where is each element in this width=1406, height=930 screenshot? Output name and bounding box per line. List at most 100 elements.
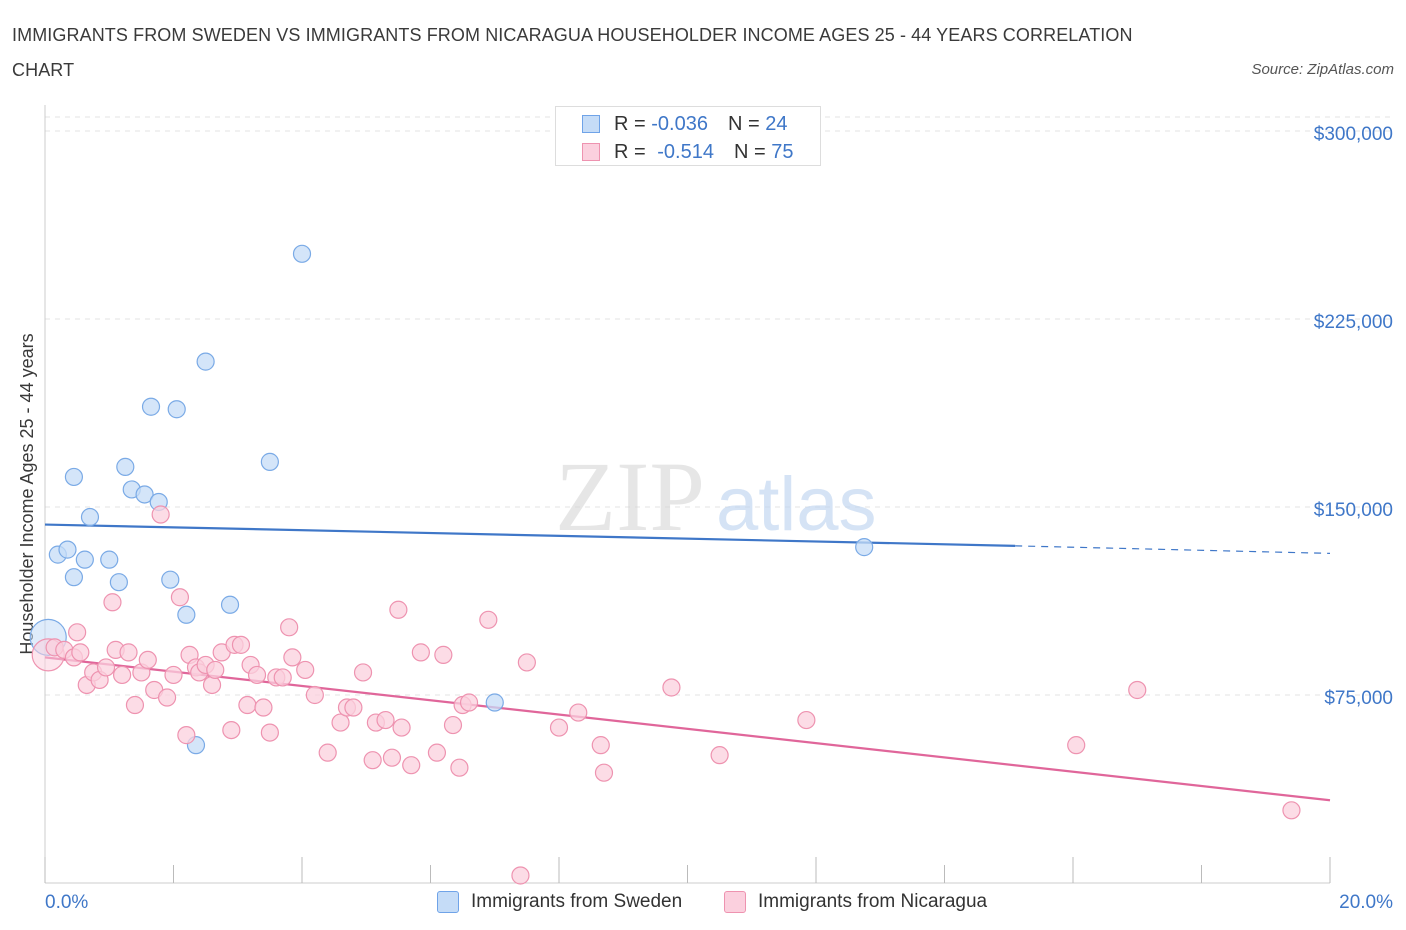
point-sweden <box>196 352 215 371</box>
point-sweden <box>260 452 279 471</box>
point-nicaragua <box>151 505 170 524</box>
legend-n-label: N = <box>727 112 766 135</box>
point-nicaragua <box>459 693 479 712</box>
bottom-legend-swatch-sweden <box>437 891 459 913</box>
point-nicaragua <box>96 658 116 677</box>
point-nicaragua <box>157 688 177 707</box>
point-nicaragua <box>382 748 402 767</box>
chart-title: IMMIGRANTS FROM SWEDEN VS IMMIGRANTS FRO… <box>12 25 1133 80</box>
legend-r-label: R = <box>614 140 652 163</box>
point-sweden <box>141 397 161 416</box>
point-nicaragua <box>331 713 350 732</box>
y-tick-labels: $75,000 $150,000 $225,000 $300,000 <box>1314 124 1393 709</box>
trend-lines <box>44 523 1331 802</box>
point-sweden <box>161 570 180 589</box>
legend-row-sweden: R = -0.036 N = 24 <box>582 111 787 137</box>
point-sweden <box>292 244 312 263</box>
point-nicaragua <box>260 723 279 742</box>
point-nicaragua <box>662 678 681 697</box>
point-nicaragua <box>273 668 292 687</box>
point-sweden <box>64 467 84 487</box>
point-nicaragua <box>202 675 222 695</box>
point-sweden <box>116 457 135 476</box>
point-nicaragua <box>376 710 395 730</box>
chart-source: Source: ZipAtlas.com <box>1251 61 1394 78</box>
point-nicaragua <box>594 763 614 782</box>
point-nicaragua <box>434 645 453 664</box>
point-nicaragua <box>170 588 190 607</box>
point-nicaragua <box>710 746 729 765</box>
legend-swatch-sweden <box>582 115 600 133</box>
point-nicaragua <box>112 665 132 685</box>
point-nicaragua <box>363 751 382 770</box>
correlation-legend: R = -0.036 N = 24 R = -0.514 N = 75 <box>555 106 821 166</box>
point-nicaragua <box>177 726 196 745</box>
y-tick-label: $300,000 <box>1314 124 1393 145</box>
bottom-legend-sweden: Immigrants from Sweden <box>437 889 682 915</box>
y-tick-label: $150,000 <box>1314 500 1393 521</box>
x-tick-label: 20.0% <box>1339 892 1393 913</box>
point-sweden <box>80 507 100 527</box>
point-nicaragua <box>318 743 337 762</box>
trend-line-extension-sweden <box>1015 545 1331 554</box>
point-nicaragua <box>1067 736 1086 755</box>
point-nicaragua <box>206 660 225 680</box>
point-nicaragua <box>296 660 315 680</box>
point-nicaragua <box>231 635 251 654</box>
x-tick-label: 0.0% <box>45 892 88 913</box>
y-tick-label: $75,000 <box>1324 688 1393 709</box>
point-nicaragua <box>402 756 421 775</box>
point-nicaragua <box>283 648 302 667</box>
point-nicaragua <box>517 653 536 672</box>
legend-n-label: N = <box>733 140 772 163</box>
legend-r-value: -0.514 <box>657 140 714 163</box>
watermark-zip: ZIP <box>555 441 705 552</box>
watermark-atlas: atlas <box>716 462 877 547</box>
point-nicaragua <box>549 718 569 737</box>
point-nicaragua <box>427 743 447 762</box>
point-sweden <box>75 550 94 569</box>
point-nicaragua <box>280 618 299 637</box>
bottom-legend-label-nicaragua: Immigrants from Nicaragua <box>758 891 988 912</box>
point-nicaragua <box>389 600 408 619</box>
legend-r-label: R = <box>614 112 652 135</box>
point-nicaragua <box>443 715 463 735</box>
point-nicaragua <box>164 665 183 685</box>
legend-r-value: -0.036 <box>651 112 708 135</box>
point-sweden <box>64 568 84 587</box>
point-nicaragua <box>103 593 122 612</box>
point-nicaragua <box>254 698 273 717</box>
x-tick-labels: 0.0% 20.0% <box>45 892 1393 913</box>
legend-row-nicaragua: R = -0.514 N = 75 <box>582 139 793 165</box>
point-nicaragua <box>591 736 610 755</box>
bottom-legend-label-sweden: Immigrants from Sweden <box>471 891 683 912</box>
legend-n-value: 75 <box>771 140 794 163</box>
legend-n-value: 24 <box>765 112 788 135</box>
bottom-legend-swatch-nicaragua <box>724 891 746 913</box>
watermark: ZIP atlas <box>555 441 877 552</box>
point-sweden <box>177 605 196 624</box>
point-nicaragua <box>353 663 373 682</box>
point-nicaragua <box>222 720 241 740</box>
point-nicaragua <box>138 650 157 670</box>
point-sweden <box>135 485 154 504</box>
point-sweden <box>220 595 240 614</box>
legend-swatch-nicaragua <box>582 143 600 161</box>
point-sweden <box>109 573 128 592</box>
y-tick-label: $225,000 <box>1314 312 1393 333</box>
point-nicaragua <box>797 710 816 730</box>
point-nicaragua <box>119 643 138 662</box>
point-sweden <box>58 540 77 559</box>
point-nicaragua <box>450 758 469 777</box>
point-nicaragua <box>569 703 588 722</box>
point-nicaragua <box>68 623 87 642</box>
bottom-legend-nicaragua: Immigrants from Nicaragua <box>724 889 987 915</box>
point-nicaragua <box>71 643 90 662</box>
grid-lines <box>45 116 1394 696</box>
point-nicaragua <box>238 695 257 715</box>
point-nicaragua <box>1128 680 1147 700</box>
data-points <box>29 244 1301 885</box>
point-nicaragua <box>247 665 267 685</box>
point-nicaragua <box>344 698 363 717</box>
